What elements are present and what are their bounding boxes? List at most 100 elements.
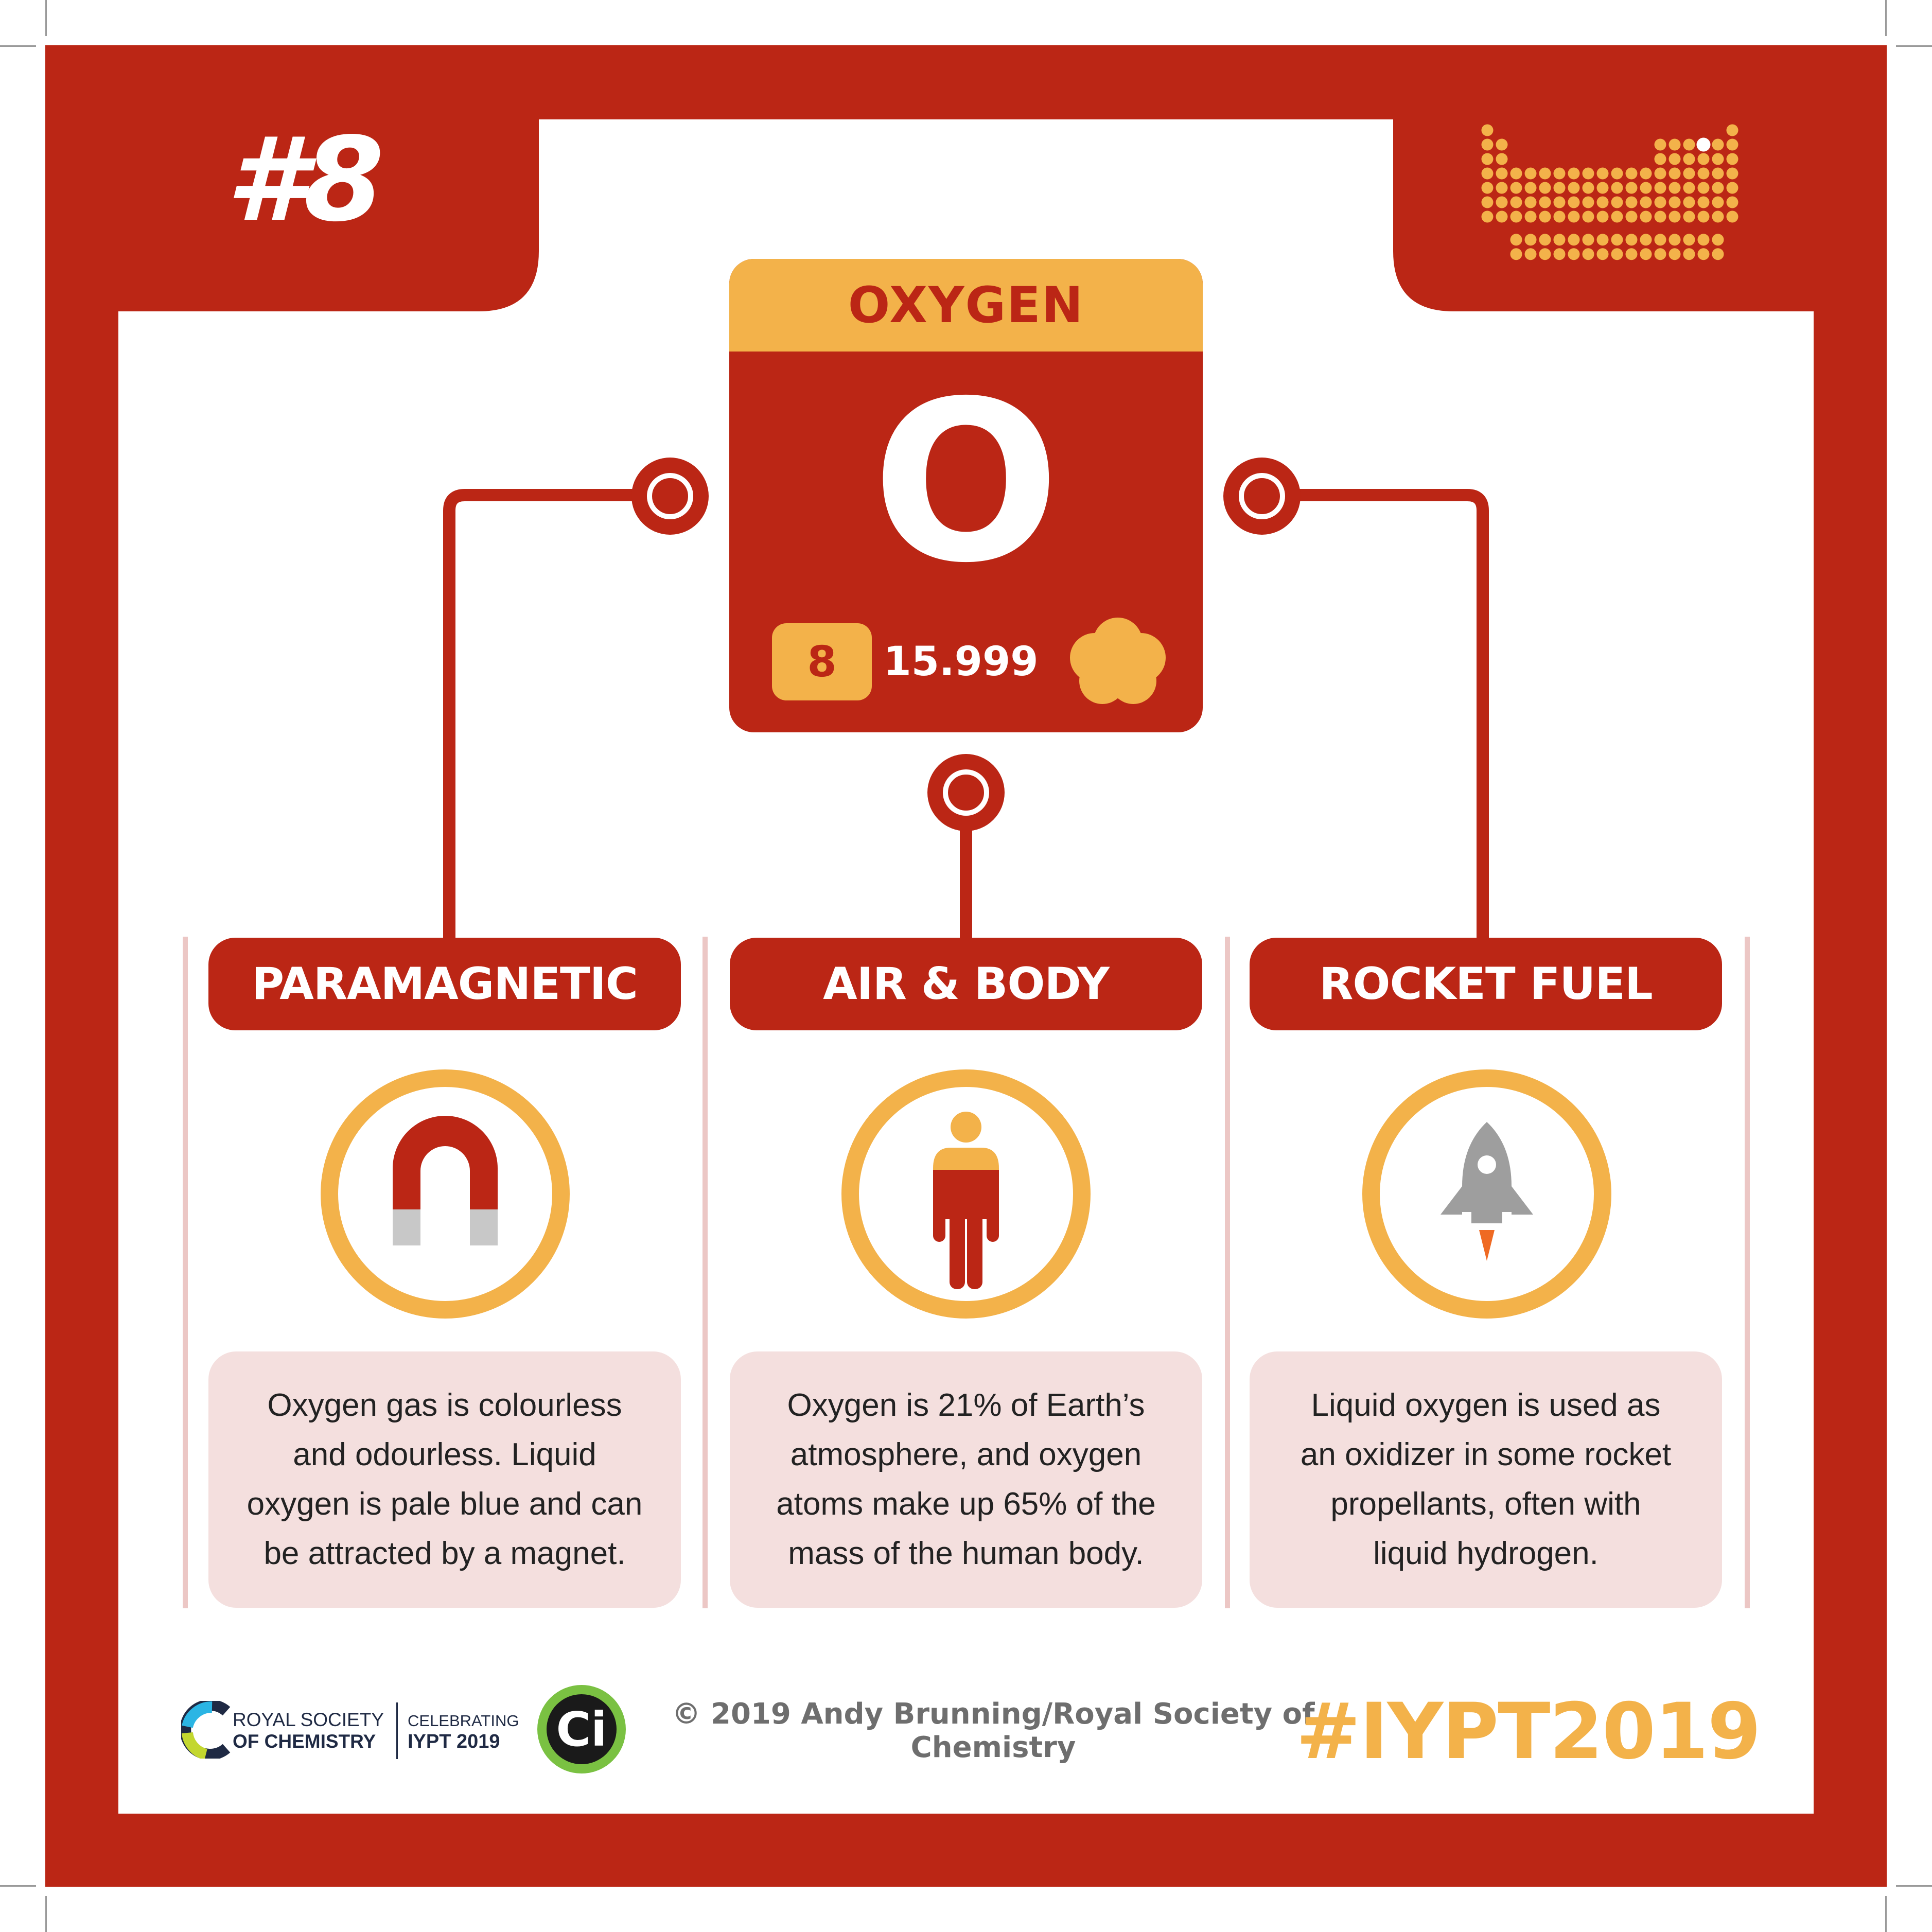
periodic-table-dot (1496, 138, 1508, 151)
periodic-table-dot (1611, 196, 1623, 208)
campaign-hashtag: #IYPT2019 (1296, 1687, 1761, 1777)
periodic-table-dot (1568, 210, 1580, 223)
periodic-table-dot (1553, 248, 1566, 260)
periodic-table-dot (1726, 182, 1738, 194)
column-divider (702, 937, 708, 1608)
description-line: Oxygen is 21% of Earth’s (787, 1387, 1145, 1423)
periodic-table-dot (1611, 234, 1623, 246)
periodic-table-dot (1668, 210, 1681, 223)
periodic-table-dot (1654, 182, 1666, 194)
periodic-table-dot (1668, 138, 1681, 151)
periodic-table-dot (1611, 167, 1623, 180)
rocket-icon (1362, 1069, 1611, 1319)
periodic-table-dot (1697, 210, 1710, 223)
gas-cloud-icon (1070, 618, 1166, 704)
connector-node-right (1223, 458, 1301, 535)
copyright-text: © 2019 Andy Brunning/Royal Society of Ch… (672, 1697, 1315, 1764)
periodic-table-dot (1712, 138, 1724, 151)
compound-interest-logo (537, 1685, 626, 1773)
periodic-table-dot (1697, 248, 1710, 260)
connector-node-left (631, 458, 709, 535)
periodic-table-dot (1582, 182, 1594, 194)
fact-title-paramagnetic: PARAMAGNETIC (208, 938, 681, 1030)
periodic-table-dot (1683, 182, 1695, 194)
periodic-table-dot (1683, 210, 1695, 223)
periodic-table-dot (1481, 182, 1494, 194)
periodic-table-dot (1683, 234, 1695, 246)
iypt-logo-line2: IYPT 2019 (408, 1730, 500, 1752)
connector-line-right (1291, 489, 1489, 942)
periodic-table-dot (1582, 196, 1594, 208)
periodic-table-dot (1539, 210, 1551, 223)
periodic-table-dot (1640, 234, 1652, 246)
periodic-table-dot (1481, 196, 1494, 208)
periodic-table-dot (1683, 248, 1695, 260)
atomic-mass: 15.999 (883, 638, 1039, 685)
periodic-table-dot (1539, 196, 1551, 208)
periodic-table-dot (1510, 210, 1522, 223)
crop-mark (1885, 0, 1887, 36)
periodic-table-dot (1696, 137, 1711, 152)
periodic-table-dot (1683, 138, 1695, 151)
crop-mark (1896, 1885, 1932, 1887)
magnet-icon (321, 1069, 570, 1319)
rsc-logo-icon (181, 1701, 231, 1759)
crop-mark (1885, 1896, 1887, 1932)
description-line: atmosphere, and oxygen (790, 1437, 1142, 1472)
periodic-table-dot (1496, 167, 1508, 180)
periodic-table-dot (1596, 196, 1609, 208)
periodic-table-dot (1726, 138, 1738, 151)
periodic-table-dot (1553, 234, 1566, 246)
element-name: OXYGEN (729, 259, 1203, 352)
periodic-table-dot (1712, 182, 1724, 194)
periodic-table-dot (1697, 153, 1710, 165)
periodic-table-dot (1625, 210, 1638, 223)
column-divider (1745, 937, 1750, 1608)
periodic-table-dot (1683, 167, 1695, 180)
periodic-table-dot (1568, 167, 1580, 180)
compound-interest-logo-text: Ci (556, 1701, 607, 1757)
periodic-table-dot (1654, 153, 1666, 165)
periodic-table-dot (1726, 210, 1738, 223)
crop-mark (45, 1896, 47, 1932)
periodic-table-dot (1582, 210, 1594, 223)
crop-mark (45, 0, 47, 36)
description-line: and odourless. Liquid (293, 1437, 596, 1472)
periodic-table-dot (1712, 153, 1724, 165)
periodic-table-dot (1611, 248, 1623, 260)
periodic-table-dot (1496, 210, 1508, 223)
periodic-table-dot (1539, 248, 1551, 260)
periodic-table-dot (1596, 210, 1609, 223)
periodic-table-dot (1582, 167, 1594, 180)
periodic-table-dot (1625, 248, 1638, 260)
periodic-table-dot (1510, 167, 1522, 180)
periodic-table-dot (1712, 167, 1724, 180)
description-line: an oxidizer in some rocket (1300, 1437, 1672, 1472)
human-body-icon (841, 1069, 1091, 1319)
fact-description-paramagnetic: Oxygen gas is colourless and odourless. … (208, 1351, 681, 1608)
periodic-table-dot (1668, 234, 1681, 246)
crop-mark (1896, 45, 1932, 47)
periodic-table-dot (1654, 234, 1666, 246)
periodic-table-dot (1640, 167, 1652, 180)
periodic-table-dot (1625, 196, 1638, 208)
periodic-table-dot (1611, 210, 1623, 223)
periodic-table-dot (1640, 196, 1652, 208)
periodic-table-dot (1553, 182, 1566, 194)
rsc-logo-line2: OF CHEMISTRY (233, 1731, 376, 1752)
periodic-table-dot (1726, 167, 1738, 180)
periodic-table-dot (1596, 248, 1609, 260)
periodic-table-dot (1726, 196, 1738, 208)
periodic-table-dot (1640, 210, 1652, 223)
periodic-table-dot (1524, 167, 1537, 180)
periodic-table-dot (1625, 234, 1638, 246)
periodic-table-dot (1496, 182, 1508, 194)
periodic-table-dot (1712, 234, 1724, 246)
periodic-table-dot (1668, 167, 1681, 180)
periodic-table-dot (1539, 167, 1551, 180)
periodic-table-dot (1654, 138, 1666, 151)
periodic-table-dot (1668, 182, 1681, 194)
fact-description-air-and-body: Oxygen is 21% of Earth’s atmosphere, and… (730, 1351, 1202, 1608)
periodic-table-dot (1697, 234, 1710, 246)
